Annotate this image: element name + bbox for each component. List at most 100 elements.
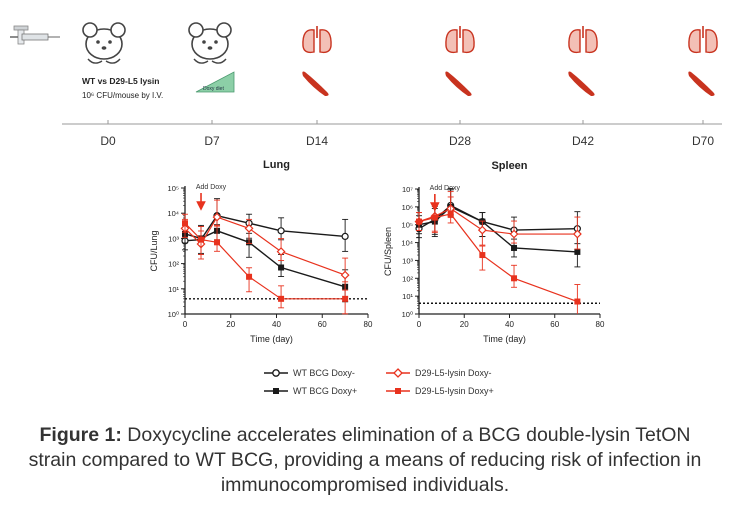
data-point bbox=[341, 232, 349, 241]
data-point bbox=[340, 270, 350, 280]
series-line bbox=[418, 204, 578, 231]
x-tick-label: 20 bbox=[460, 320, 469, 329]
mouse-icon bbox=[188, 22, 232, 64]
data-point bbox=[477, 225, 487, 235]
y-tick-label: 10⁰ bbox=[402, 310, 413, 319]
data-point bbox=[574, 298, 581, 305]
y-tick-label: 10⁰ bbox=[168, 310, 179, 319]
x-tick-label: 0 bbox=[183, 320, 188, 329]
x-tick-label: 20 bbox=[226, 320, 235, 329]
legend-item: D29-L5-lysin Doxy- bbox=[385, 366, 525, 380]
timeline-day-label: D42 bbox=[572, 134, 594, 148]
x-tick-label: 0 bbox=[417, 320, 422, 329]
mouse-icon bbox=[82, 22, 126, 64]
data-point bbox=[276, 247, 286, 257]
spleen-icon bbox=[688, 71, 715, 96]
data-point bbox=[278, 295, 285, 302]
y-axis-label: CFU/Spleen bbox=[383, 227, 393, 276]
legend-label: D29-L5-lysin Doxy+ bbox=[415, 386, 494, 396]
series-line bbox=[418, 207, 578, 235]
x-tick-label: 80 bbox=[364, 320, 373, 329]
spleen-chart: Spleen 10⁰ 10¹ 10² 10³ 10⁴ 10⁵ 10⁶ 10⁷ 0 20 40 60 80 T… bbox=[383, 160, 605, 344]
series-line bbox=[184, 216, 346, 276]
y-tick-label: 10⁴ bbox=[401, 239, 413, 248]
data-point bbox=[509, 229, 519, 239]
legend-marker-open-circle bbox=[264, 369, 288, 377]
cfu-charts: Lung 10⁰ 10¹ 10² 10³ 10⁴ 10⁵ 0 20 40 60 80 Time (day… bbox=[149, 159, 605, 344]
timeline-day-label: D28 bbox=[449, 134, 471, 148]
x-axis-label: Time (day) bbox=[483, 334, 526, 344]
data-point bbox=[277, 227, 285, 235]
experiment-timeline: WT vs D29-L5 lysin 10⁶ CFU/mouse by I.V.… bbox=[10, 22, 722, 148]
data-point bbox=[511, 244, 518, 251]
spleen-icon bbox=[302, 71, 329, 96]
legend-marker-open-diamond bbox=[386, 368, 410, 378]
chart-title: Lung bbox=[263, 159, 290, 171]
y-tick-label: 10³ bbox=[168, 234, 179, 243]
data-point bbox=[198, 236, 205, 243]
chart-title: Spleen bbox=[491, 160, 527, 172]
data-point bbox=[342, 295, 349, 302]
x-tick-label: 80 bbox=[596, 320, 605, 329]
data-point bbox=[511, 275, 518, 282]
figure-caption: Figure 1: Doxycycline accelerates elimin… bbox=[20, 423, 710, 498]
series-line bbox=[184, 214, 346, 242]
data-point bbox=[214, 239, 221, 246]
lung-chart: Lung 10⁰ 10¹ 10² 10³ 10⁴ 10⁵ 0 20 40 60 80 Time (day… bbox=[149, 159, 373, 344]
data-point bbox=[447, 210, 454, 217]
timeline-day-label: D0 bbox=[100, 134, 116, 148]
caption-text: Doxycycline accelerates elimination of a… bbox=[28, 424, 702, 496]
x-axis-label: Time (day) bbox=[250, 334, 293, 344]
error-bar bbox=[479, 245, 486, 271]
legend-item: D29-L5-lysin Doxy+ bbox=[385, 384, 525, 398]
legend-item: WT BCG Doxy+ bbox=[263, 384, 383, 398]
x-tick-label: 60 bbox=[550, 320, 559, 329]
y-tick-label: 10³ bbox=[402, 256, 413, 265]
timeline-day-label: D70 bbox=[692, 134, 714, 148]
legend-marker-filled-square bbox=[386, 388, 410, 394]
legend-label: D29-L5-lysin Doxy- bbox=[415, 368, 492, 378]
lungs-icon bbox=[302, 26, 332, 54]
y-tick-label: 10² bbox=[402, 274, 413, 283]
infection-strains: WT vs D29-L5 lysin bbox=[82, 76, 159, 86]
data-point bbox=[574, 248, 581, 255]
y-axis-label: CFU/Lung bbox=[149, 230, 159, 271]
y-tick-label: 10² bbox=[168, 260, 179, 269]
timeline-day-label: D14 bbox=[306, 134, 328, 148]
y-tick-label: 10⁴ bbox=[167, 209, 179, 218]
data-point bbox=[182, 220, 188, 227]
lungs-icon bbox=[568, 26, 598, 54]
legend-item: WT BCG Doxy- bbox=[263, 366, 383, 380]
x-tick-label: 60 bbox=[318, 320, 327, 329]
data-point bbox=[278, 264, 285, 271]
data-point bbox=[431, 214, 438, 221]
y-tick-label: 10¹ bbox=[168, 285, 179, 294]
diet-label: Doxy diet bbox=[203, 86, 224, 92]
add-doxy-annotation: Add Doxy bbox=[430, 185, 461, 192]
data-point bbox=[416, 218, 422, 225]
caption-label: Figure 1: bbox=[39, 424, 122, 446]
x-tick-label: 40 bbox=[272, 320, 281, 329]
series-line bbox=[184, 230, 346, 288]
legend-label: WT BCG Doxy+ bbox=[293, 386, 358, 396]
spleen-icon bbox=[445, 71, 472, 96]
lungs-icon bbox=[688, 26, 718, 54]
series-line bbox=[418, 213, 578, 303]
legend-label: WT BCG Doxy- bbox=[293, 368, 355, 378]
y-tick-label: 10⁵ bbox=[168, 184, 179, 193]
data-point bbox=[572, 229, 582, 239]
error-bar bbox=[447, 196, 454, 224]
y-tick-label: 10⁵ bbox=[402, 221, 413, 230]
y-tick-label: 10¹ bbox=[402, 292, 413, 301]
y-tick-label: 10⁶ bbox=[402, 203, 413, 212]
timeline-day-label: D7 bbox=[204, 134, 220, 148]
data-point bbox=[244, 223, 254, 233]
infection-dose: 10⁶ CFU/mouse by I.V. bbox=[82, 91, 163, 100]
legend-marker-filled-square bbox=[264, 388, 288, 394]
error-bar bbox=[214, 224, 221, 252]
x-tick-label: 40 bbox=[505, 320, 514, 329]
add-doxy-annotation: Add Doxy bbox=[196, 184, 227, 191]
data-point bbox=[479, 252, 486, 259]
data-point bbox=[246, 273, 253, 280]
lungs-icon bbox=[445, 26, 475, 54]
